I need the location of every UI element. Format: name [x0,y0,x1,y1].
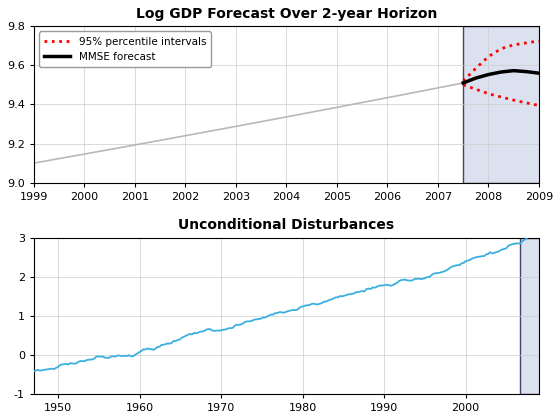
Line: MMSE forecast: MMSE forecast [463,71,539,83]
95% percentile intervals [485,54,492,59]
Bar [463,26,552,183]
MMSE forecast [473,76,479,81]
Line: 95% percentile intervals: 95% percentile intervals [463,41,539,81]
95% percentile intervals [498,46,505,51]
MMSE forecast [510,68,517,73]
MMSE forecast [485,72,492,77]
MMSE forecast [535,71,542,76]
Title: Unconditional Disturbances: Unconditional Disturbances [178,218,394,232]
95% percentile intervals [510,42,517,47]
MMSE forecast [523,69,530,74]
95% percentile intervals [535,38,542,43]
Title: Log GDP Forecast Over 2-year Horizon: Log GDP Forecast Over 2-year Horizon [136,7,437,21]
MMSE forecast [498,69,505,74]
95% percentile intervals [460,79,466,84]
95% percentile intervals [473,66,479,71]
Legend: 95% percentile intervals, MMSE forecast: 95% percentile intervals, MMSE forecast [39,32,211,67]
MMSE forecast [460,81,466,86]
Bar [520,238,541,394]
95% percentile intervals [523,40,530,45]
